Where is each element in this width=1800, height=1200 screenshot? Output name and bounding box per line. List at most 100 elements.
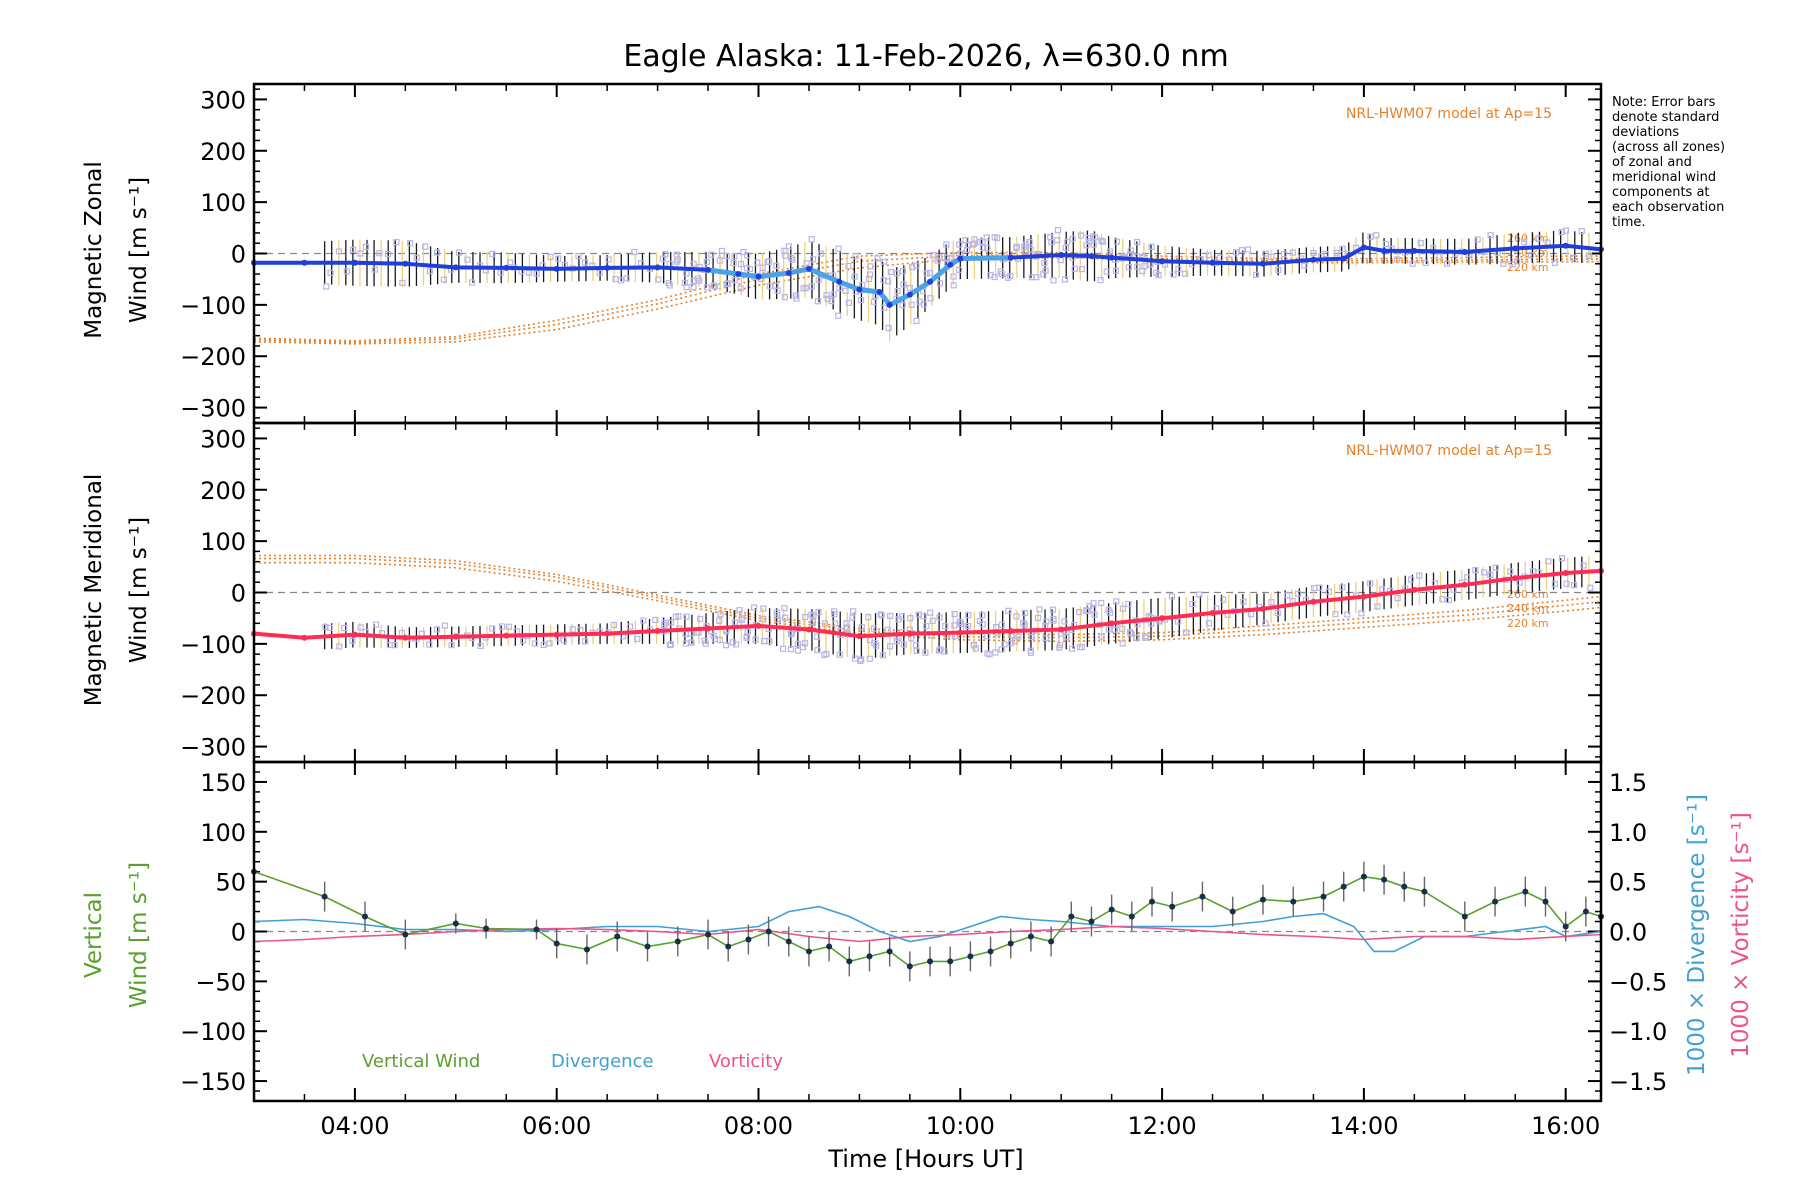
zone-point [1127, 630, 1135, 637]
zone-point [898, 613, 906, 620]
zone-point [1232, 249, 1240, 256]
wind-point [402, 260, 409, 267]
zone-point [336, 643, 343, 650]
zone-point [489, 250, 496, 257]
zone-point [1325, 588, 1332, 595]
zone-point [731, 253, 738, 260]
zone-point [448, 642, 455, 649]
zone-point [1238, 247, 1246, 254]
zone-point [764, 258, 771, 266]
zone-point [1521, 239, 1528, 246]
panel-frame [252, 760, 1603, 1103]
vertical-wind-point [826, 943, 833, 950]
zone-point [814, 633, 821, 640]
note-line: time. [1612, 215, 1646, 230]
vorticity-line [253, 925, 1602, 943]
zone-point [1240, 598, 1247, 605]
vertical-wind-point [553, 940, 560, 947]
zone-point [1416, 572, 1423, 579]
zone-point [956, 266, 963, 273]
zone-point [809, 256, 817, 263]
zone-point [708, 251, 715, 258]
zone-point [815, 276, 822, 283]
zone-point [1098, 599, 1105, 607]
zone-point [718, 247, 726, 255]
zone-point [730, 259, 737, 267]
zone-point [688, 639, 695, 646]
vertical-wind-point [1360, 873, 1367, 880]
zone-point [923, 623, 930, 630]
zone-point [1063, 634, 1070, 641]
zone-point [1040, 271, 1047, 278]
y-tick-label: 300 [200, 425, 246, 453]
zone-point [983, 234, 990, 241]
vertical-wind-point [1229, 908, 1236, 915]
zone-point [1168, 593, 1176, 600]
zone-point [948, 255, 955, 262]
wind-point [876, 289, 883, 296]
vertical-wind-point [321, 893, 328, 900]
zone-point [836, 284, 843, 292]
wind-point [856, 286, 863, 293]
zone-point [1316, 584, 1323, 591]
zone-point [773, 609, 780, 616]
vertical-wind-point [866, 953, 873, 960]
note-line: Note: Error bars [1612, 95, 1716, 110]
zone-point [1078, 266, 1085, 273]
zone-point [1103, 268, 1110, 275]
zone-point [1516, 579, 1523, 586]
vertical-wind-point [1562, 923, 1569, 930]
vertical-wind-point [927, 958, 934, 965]
zone-point [1013, 245, 1020, 252]
vertical-wind-point [452, 920, 459, 927]
zone-point [1142, 632, 1149, 640]
hwm-model-curve [254, 554, 1602, 636]
zone-point [943, 241, 950, 248]
divergence-axis-label: 1000 × Divergence [s⁻¹] [1684, 794, 1710, 1076]
zone-point [1311, 584, 1318, 592]
zone-point [341, 625, 348, 632]
zone-point [1021, 243, 1028, 251]
zone-point [1474, 236, 1481, 243]
zone-point [1090, 600, 1097, 607]
zone-point [701, 637, 708, 644]
zone-point [794, 647, 802, 654]
zone-point [1127, 629, 1134, 636]
zone-point [1034, 614, 1042, 621]
zone-point [1275, 266, 1282, 274]
zone-point [1339, 245, 1346, 253]
zone-point [893, 638, 900, 645]
zone-point [1322, 250, 1329, 258]
zone-point [878, 612, 885, 619]
zone-point [880, 258, 887, 265]
zone-point [792, 292, 799, 299]
zone-point [626, 623, 634, 630]
zone-point [929, 251, 936, 259]
wind-point [1209, 610, 1216, 617]
y-tick-label: −200 [180, 682, 246, 710]
zone-point [384, 250, 392, 258]
zone-point [1077, 232, 1085, 239]
zone-point [737, 285, 744, 292]
zone-point [1111, 626, 1119, 633]
y-tick-label: −100 [180, 631, 246, 659]
meridional-model-label: NRL-HWM07 model at Ap=15 [1346, 443, 1552, 459]
zone-point [913, 262, 920, 269]
zone-point [913, 647, 920, 654]
zone-point [1175, 265, 1182, 273]
zone-point [655, 276, 662, 283]
zone-point [704, 284, 711, 291]
zone-point [950, 273, 957, 280]
vertical-wind-point [725, 943, 732, 950]
zone-point [971, 240, 978, 247]
zone-point [1444, 260, 1451, 267]
vertical-wind-point [402, 931, 409, 938]
zone-point [808, 283, 815, 290]
zone-point [1301, 262, 1308, 269]
zone-point [887, 643, 894, 650]
wind-point [705, 625, 712, 632]
zone-point [942, 623, 949, 630]
zone-point [497, 269, 504, 276]
zone-point [326, 624, 333, 631]
zone-point [569, 626, 576, 633]
